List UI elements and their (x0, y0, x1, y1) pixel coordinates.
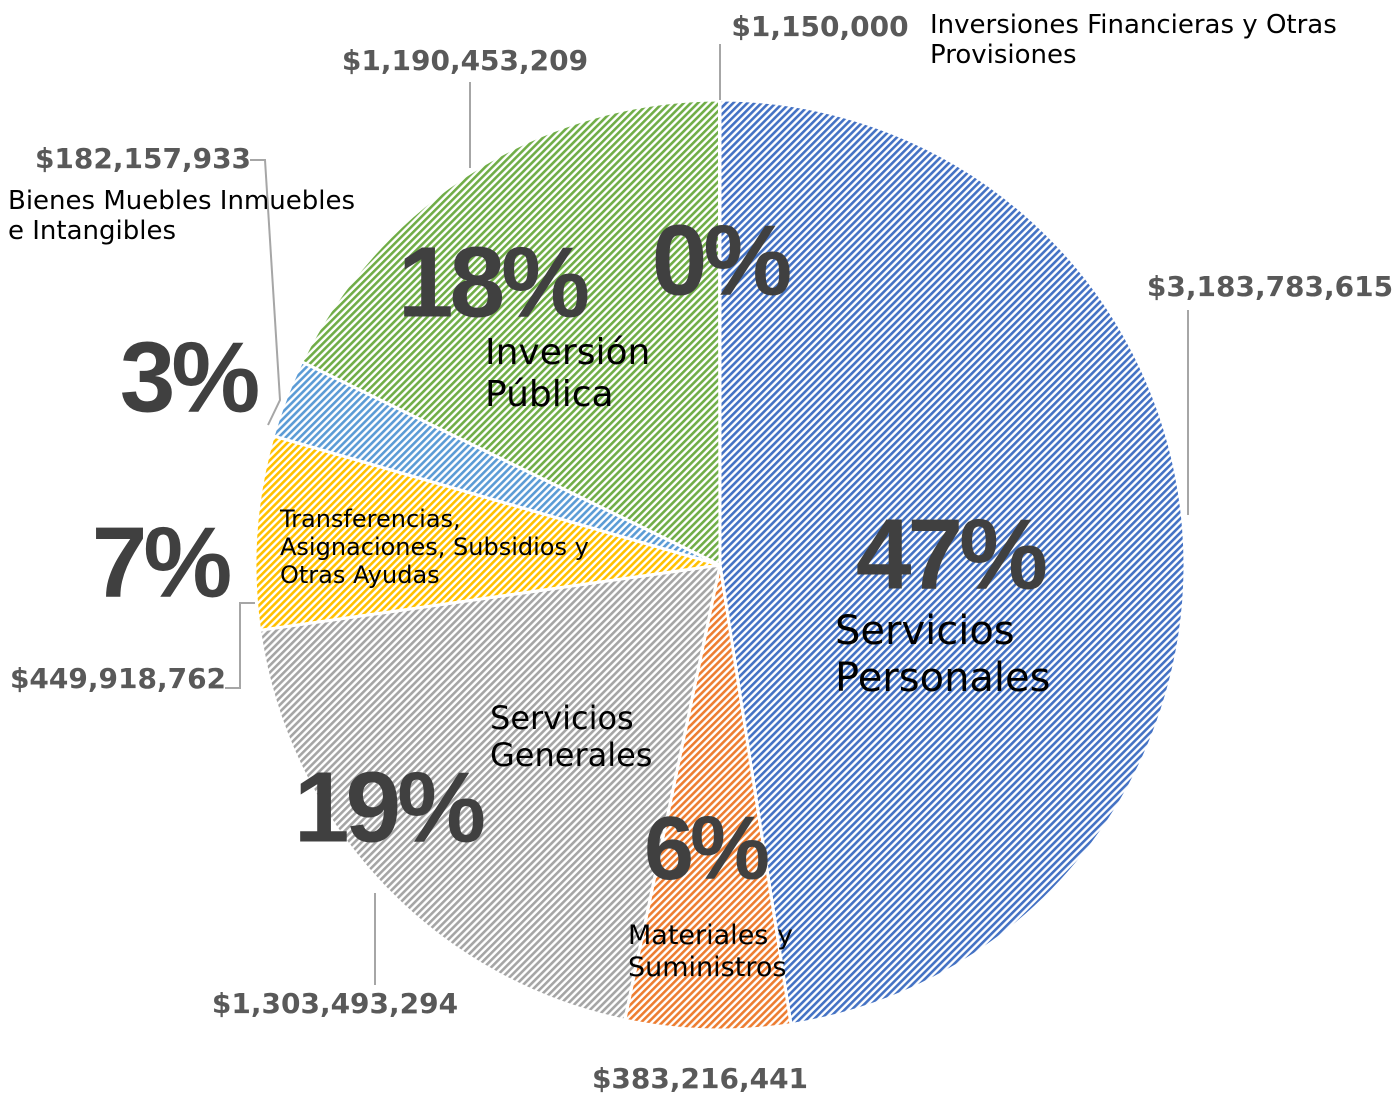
percent-label: 18% (398, 226, 588, 338)
value-label: $1,150,000 (731, 10, 908, 43)
category-label: Bienes Muebles Inmuebles e Intangibles (8, 186, 356, 247)
category-label: Transferencias, Asignaciones, Subsidios … (280, 505, 589, 590)
percent-label: 47% (856, 498, 1046, 610)
pie-slice (717, 98, 722, 566)
value-label: $1,190,453,209 (342, 44, 588, 77)
leader-line (250, 159, 282, 426)
value-label: $3,183,783,615 (1147, 270, 1393, 303)
percent-label: 6% (644, 799, 768, 899)
percent-label: 19% (294, 751, 484, 863)
category-label: Materiales y Suministros (628, 920, 793, 983)
percent-label: 0% (652, 204, 791, 316)
value-label: $383,216,441 (592, 1062, 808, 1095)
category-label: Inversiones Financieras y Otras Provisio… (930, 10, 1337, 71)
percent-label: 3% (120, 321, 259, 433)
category-label: Inversión Pública (485, 332, 651, 416)
pie-slice (299, 98, 722, 568)
percent-label: 7% (92, 506, 231, 618)
leader-line (225, 602, 255, 689)
value-label: $182,157,933 (35, 142, 251, 175)
category-label: Servicios Generales (490, 699, 653, 775)
pie-slice (257, 563, 722, 1022)
pie-slice (622, 564, 793, 1032)
value-label: $449,918,762 (10, 662, 226, 695)
pie-slice (718, 98, 1187, 1027)
category-label: Servicios Personales (835, 608, 1051, 701)
pie-slice (253, 434, 721, 633)
value-label: $1,303,493,294 (212, 987, 458, 1020)
